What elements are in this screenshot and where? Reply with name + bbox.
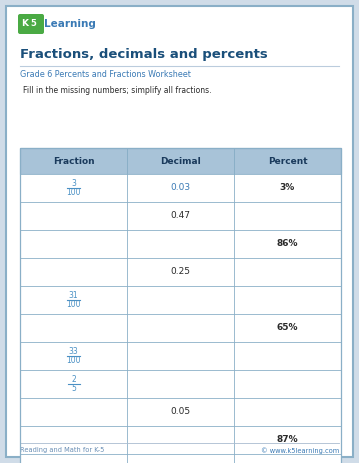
Text: Decimal: Decimal	[160, 156, 201, 165]
Text: 87%: 87%	[277, 436, 298, 444]
Bar	[20, 426, 341, 454]
Bar	[20, 148, 341, 463]
Bar	[20, 398, 341, 426]
Bar	[20, 342, 341, 370]
Text: 2: 2	[71, 375, 76, 384]
Text: 5: 5	[30, 19, 36, 29]
Text: 100: 100	[66, 300, 81, 309]
Text: 31: 31	[69, 291, 78, 300]
Text: Grade 6 Percents and Fractions Worksheet: Grade 6 Percents and Fractions Worksheet	[20, 70, 191, 79]
Text: 65%: 65%	[277, 324, 298, 332]
Bar	[20, 174, 341, 202]
Bar	[20, 286, 341, 314]
Bar	[20, 202, 341, 230]
Text: Learning: Learning	[44, 19, 96, 29]
Text: 3: 3	[71, 179, 76, 188]
Text: 86%: 86%	[277, 239, 298, 249]
FancyBboxPatch shape	[18, 14, 44, 34]
Bar	[20, 148, 341, 174]
Text: Reading and Math for K-5: Reading and Math for K-5	[20, 447, 104, 453]
Text: Percent: Percent	[268, 156, 307, 165]
Text: © www.k5learning.com: © www.k5learning.com	[261, 447, 339, 454]
Bar	[20, 314, 341, 342]
Text: Fraction: Fraction	[53, 156, 94, 165]
Text: 5: 5	[71, 384, 76, 393]
Text: K: K	[22, 19, 28, 29]
Bar	[20, 454, 341, 463]
Text: 0.03: 0.03	[171, 183, 191, 193]
Text: Fractions, decimals and percents: Fractions, decimals and percents	[20, 48, 268, 61]
Bar	[20, 370, 341, 398]
Text: 100: 100	[66, 356, 81, 365]
Text: 0.25: 0.25	[171, 268, 191, 276]
Text: 0.47: 0.47	[171, 212, 191, 220]
Bar	[20, 258, 341, 286]
Text: 33: 33	[69, 347, 78, 356]
Bar	[20, 230, 341, 258]
Text: 0.05: 0.05	[171, 407, 191, 417]
Text: 3%: 3%	[280, 183, 295, 193]
Text: Fill in the missing numbers; simplify all fractions.: Fill in the missing numbers; simplify al…	[23, 86, 211, 95]
Text: 100: 100	[66, 188, 81, 197]
